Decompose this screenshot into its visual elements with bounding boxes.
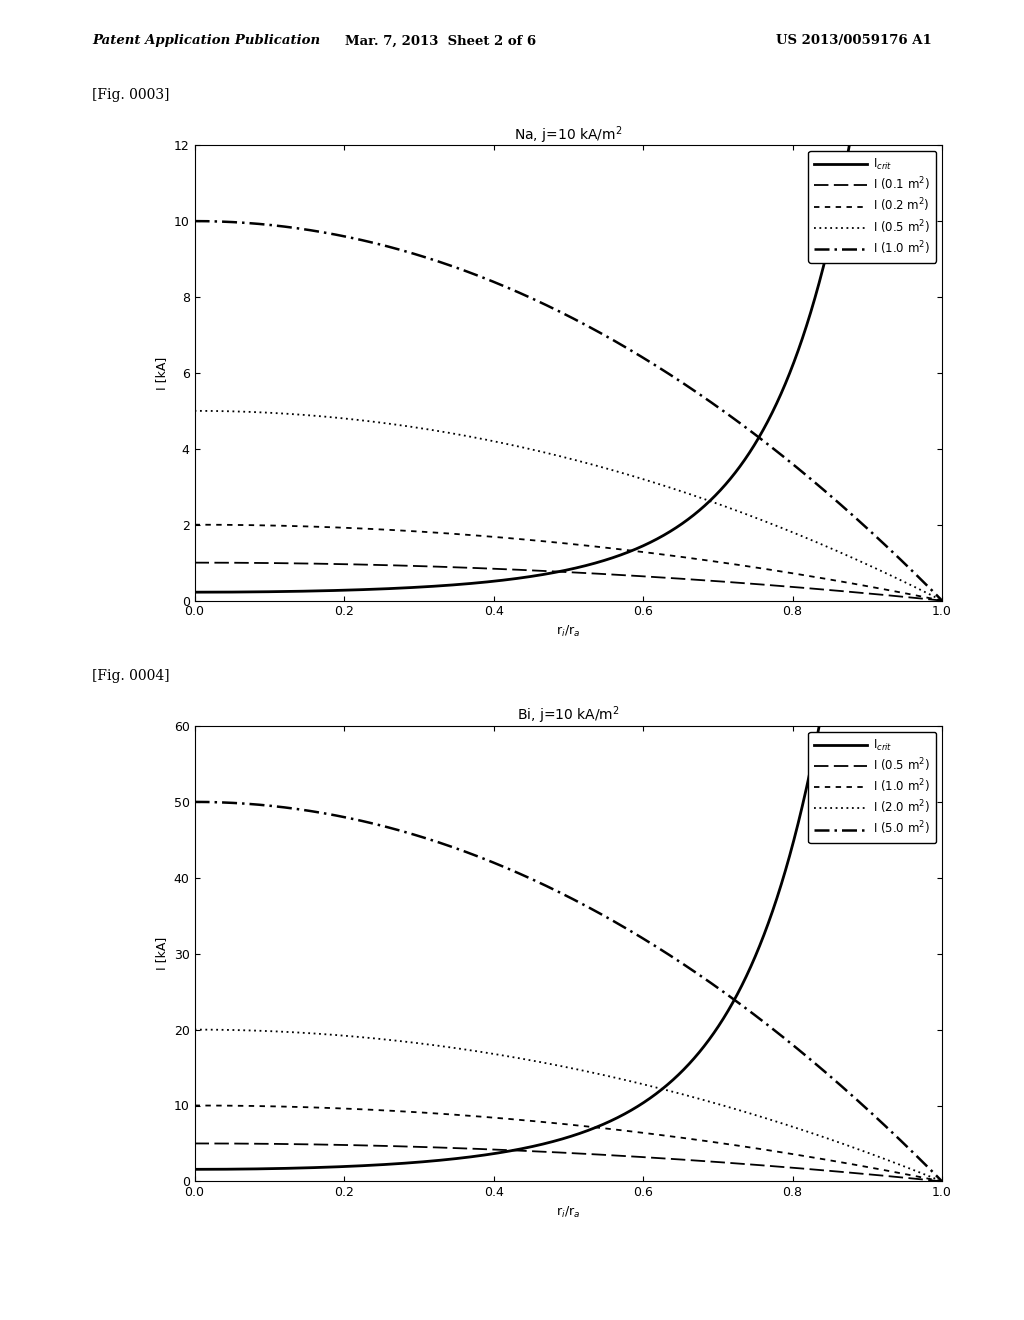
Legend: I$_{crit}$, I (0.1 m$^2$), I (0.2 m$^2$), I (0.5 m$^2$), I (1.0 m$^2$): I$_{crit}$, I (0.1 m$^2$), I (0.2 m$^2$)… <box>808 150 936 263</box>
Text: Patent Application Publication: Patent Application Publication <box>92 34 321 48</box>
Legend: I$_{crit}$, I (0.5 m$^2$), I (1.0 m$^2$), I (2.0 m$^2$), I (5.0 m$^2$): I$_{crit}$, I (0.5 m$^2$), I (1.0 m$^2$)… <box>808 731 936 843</box>
Y-axis label: I [kA]: I [kA] <box>156 356 168 389</box>
Text: [Fig. 0003]: [Fig. 0003] <box>92 88 170 102</box>
Text: Mar. 7, 2013  Sheet 2 of 6: Mar. 7, 2013 Sheet 2 of 6 <box>345 34 536 48</box>
Title: Na, j=10 kA/m$^2$: Na, j=10 kA/m$^2$ <box>514 124 623 145</box>
Text: [Fig. 0004]: [Fig. 0004] <box>92 669 170 682</box>
Text: US 2013/0059176 A1: US 2013/0059176 A1 <box>776 34 932 48</box>
X-axis label: r$_i$/r$_a$: r$_i$/r$_a$ <box>556 624 581 639</box>
Y-axis label: I [kA]: I [kA] <box>156 937 168 970</box>
Title: Bi, j=10 kA/m$^2$: Bi, j=10 kA/m$^2$ <box>517 705 620 726</box>
X-axis label: r$_i$/r$_a$: r$_i$/r$_a$ <box>556 1205 581 1220</box>
